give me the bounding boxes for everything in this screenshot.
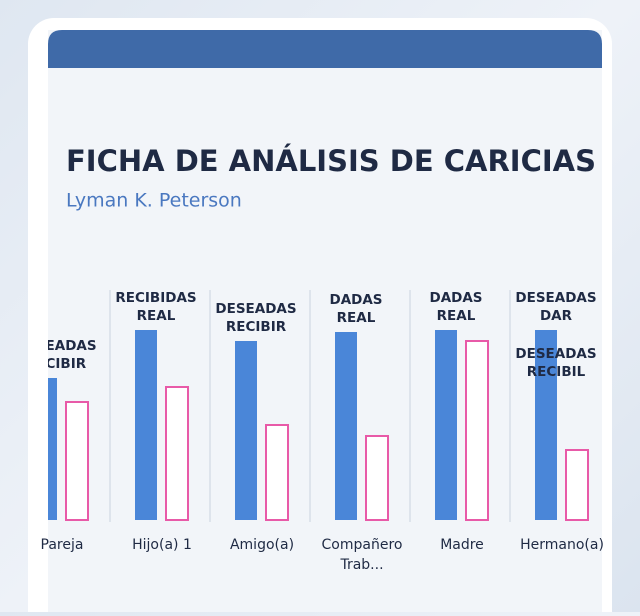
bar: [365, 435, 389, 521]
card-body: [48, 30, 602, 616]
bar: [135, 330, 157, 520]
bar: [265, 424, 289, 521]
column-label: DESEADAS: [15, 338, 96, 354]
x-tick-label: Amigo(a): [230, 537, 294, 553]
x-tick-label: Compañero Trab...: [322, 537, 403, 573]
x-tick-label: Hermano(a): [520, 537, 604, 553]
bar: [235, 341, 257, 520]
bar: [335, 332, 357, 520]
chart-subtitle: Lyman K. Peterson: [66, 190, 242, 212]
x-tick-label: Hijo(a) 1: [132, 537, 192, 553]
column-label: DAR: [540, 308, 573, 324]
bar: [565, 449, 589, 521]
column-label: RECIBIR: [226, 319, 287, 335]
plot: DESEADAS RECIBIR RECIBIDAS REAL DESEADAS RECI…: [15, 290, 597, 522]
column-label: DESEADAS: [215, 301, 296, 317]
bar: [165, 386, 189, 521]
bar: [65, 401, 89, 521]
x-tick-label: Pareja: [41, 537, 84, 553]
column-label: DESEADAS: [515, 346, 596, 362]
header-bar: [48, 30, 602, 68]
column-label: DADAS: [429, 290, 482, 306]
bar: [48, 378, 57, 520]
column-label: REAL: [337, 310, 376, 326]
column-label: DADAS: [329, 292, 382, 308]
column-label: RECIBIR: [26, 356, 87, 372]
column-label: RECIBIL: [527, 364, 586, 380]
column-label: DESEADAS: [515, 290, 596, 306]
chart-title: FICHA DE ANÁLISIS DE CARICIAS: [66, 144, 596, 178]
x-tick-label: Madre: [440, 537, 484, 553]
column-label: REAL: [437, 308, 476, 324]
bar: [435, 330, 457, 520]
column-label: REAL: [137, 308, 176, 324]
column-label: RECIBIDAS: [115, 290, 196, 306]
bar: [465, 340, 489, 521]
bar: [535, 330, 557, 520]
